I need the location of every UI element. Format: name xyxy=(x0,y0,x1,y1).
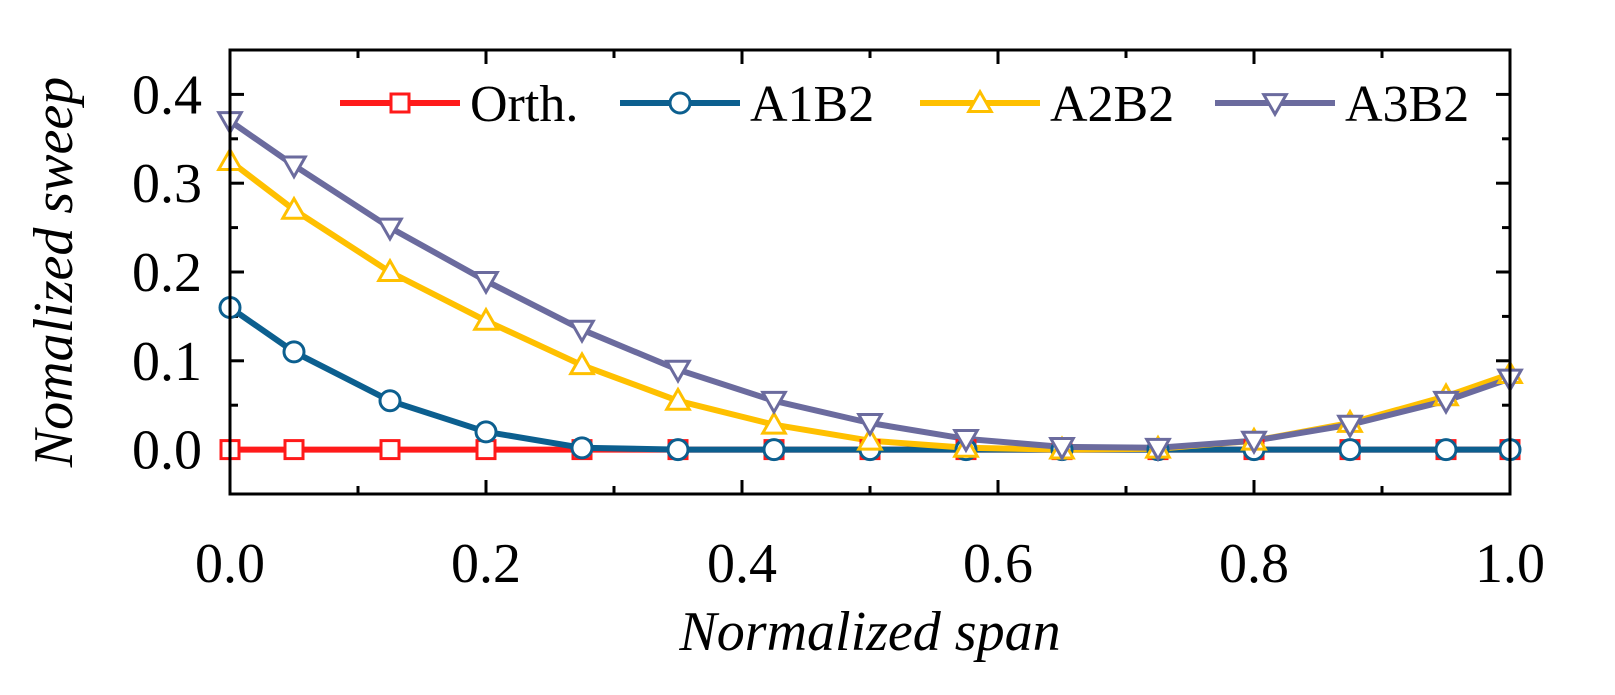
series-markers xyxy=(216,111,1524,463)
data-point-a2b2 xyxy=(664,386,692,411)
y-axis-title: Nomalized sweep xyxy=(23,77,85,468)
x-tick-label: 0.8 xyxy=(1219,533,1289,595)
data-point-a3b2 xyxy=(280,155,308,180)
y-tick-label: 0.2 xyxy=(132,242,202,304)
x-tick-label: 1.0 xyxy=(1475,533,1545,595)
data-point-a3b2 xyxy=(376,217,404,242)
tick-labels: 0.0 0.2 0.4 0.6 0.8 1.0 0.0 0.1 0.2 0.3 0.4 xyxy=(132,64,1545,595)
legend-marker-a2b2 xyxy=(966,88,994,113)
data-point-a3b2 xyxy=(856,413,884,438)
legend-marker-a3b2 xyxy=(1261,93,1289,118)
data-point-a1b2 xyxy=(1338,438,1362,462)
data-point-a3b2 xyxy=(1336,414,1364,440)
x-tick-label: 0.2 xyxy=(451,533,521,595)
data-point-a2b2 xyxy=(280,195,308,220)
data-point-a1b2 xyxy=(474,420,498,444)
legend-label-a1b2: A1B2 xyxy=(750,76,874,133)
data-point-a2b2 xyxy=(472,306,500,331)
data-point-a2b2 xyxy=(376,257,404,282)
data-point-a1b2 xyxy=(1434,438,1458,462)
data-point-a1b2 xyxy=(666,438,690,462)
data-point-a3b2 xyxy=(760,390,788,416)
x-tick-label: 0.6 xyxy=(963,533,1033,595)
data-point-a1b2 xyxy=(378,389,402,413)
y-tick-label: 0.4 xyxy=(132,64,202,126)
legend-label-a3b2: A3B2 xyxy=(1345,76,1469,133)
data-point-a1b2 xyxy=(282,340,306,364)
data-point-a1b2 xyxy=(762,438,786,462)
legend-label-a2b2: A2B2 xyxy=(1050,76,1174,133)
data-point-a3b2 xyxy=(664,359,692,384)
y-tick-label: 0.3 xyxy=(132,153,202,215)
data-point-orth xyxy=(379,439,401,461)
data-point-a1b2 xyxy=(570,436,594,460)
legend-marker-orth xyxy=(389,92,411,114)
data-point-a3b2 xyxy=(1048,436,1076,462)
data-point-a3b2 xyxy=(1240,430,1268,455)
data-point-a3b2 xyxy=(952,429,980,454)
legend-label-orth: Orth. xyxy=(470,76,578,133)
data-point-a2b2 xyxy=(760,410,788,435)
data-point-a2b2 xyxy=(856,426,884,451)
plot-frame xyxy=(228,48,1512,496)
x-axis-title: Normalized span xyxy=(678,601,1060,663)
y-tick-label: 0.0 xyxy=(132,420,202,482)
data-point-a3b2 xyxy=(1432,390,1460,416)
x-tick-label: 0.4 xyxy=(707,533,777,595)
legend-marker-a1b2 xyxy=(668,91,692,115)
y-tick-label: 0.1 xyxy=(132,331,202,393)
data-point-a2b2 xyxy=(568,350,596,376)
data-point-orth xyxy=(283,439,305,461)
legend: Orth. A1B2 A2B2 A3B2 xyxy=(340,76,1469,133)
data-point-a3b2 xyxy=(472,270,500,296)
data-point-a3b2 xyxy=(568,319,596,344)
x-tick-label: 0.0 xyxy=(195,533,265,595)
data-point-a3b2 xyxy=(1144,437,1172,463)
